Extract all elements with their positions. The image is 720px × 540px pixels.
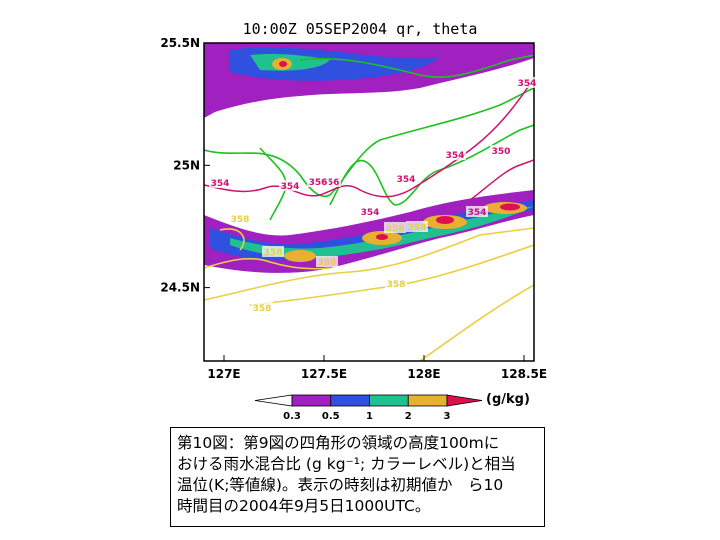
chart-plot: 127E 127.5E 128E 128.5E 25.5N 25N 24.5N 354 35… [160, 36, 547, 420]
yellow-contour-5 [219, 228, 245, 251]
rain-cell-max-2 [500, 203, 520, 211]
rain-band-lower-green [230, 206, 534, 258]
colorbar: 0.3 0.5 1 2 3 [254, 394, 483, 420]
contour-label: 354 [446, 151, 465, 161]
yellow-contour-1 [204, 257, 331, 270]
colorbar-label: 0.3 [283, 411, 301, 420]
contour-label-bg [251, 302, 273, 313]
rain-cell-1 [284, 250, 316, 262]
contour-label-bg [279, 180, 301, 191]
contour-label: 356 [309, 178, 328, 188]
contour-label: 356 [386, 224, 405, 234]
contour-label: 358 [318, 258, 337, 268]
green-contour-4 [299, 54, 534, 78]
rain-band-lower-blue [210, 200, 534, 261]
contour-label: 354 [397, 175, 416, 185]
rain-field [204, 43, 534, 361]
magenta-contour-2 [469, 159, 534, 201]
x-tick-label: 128E [407, 367, 440, 381]
caption-line-4: 時間目の2004年9月5日1000UTC。 [177, 497, 431, 515]
colorbar-label: 3 [444, 411, 451, 420]
magenta-contour-1 [204, 77, 534, 198]
colorbar-segment [369, 394, 409, 407]
x-tick-label: 127.5E [301, 367, 347, 381]
contour-label-bg [316, 256, 338, 267]
contour-label-bg [395, 173, 417, 184]
contour-label-bg [385, 278, 407, 289]
contour-label-bg [359, 206, 381, 217]
contour-label: 350 [492, 147, 511, 157]
colorbar-under-triangle [254, 394, 293, 407]
contour-label: 354 [281, 182, 300, 192]
contour-label: 356 [321, 178, 340, 188]
contour-label: 358 [253, 304, 272, 314]
contour-label: 358 [264, 248, 283, 258]
yellow-contour-2 [204, 227, 534, 301]
contour-label-bg [262, 246, 284, 257]
contour-label: 354 [211, 179, 230, 189]
contour-label: 354 [361, 208, 380, 218]
contour-label-bg [516, 77, 538, 88]
yellow-contour-4 [419, 284, 534, 361]
x-axis: 127E 127.5E 128E 128.5E [207, 355, 547, 381]
y-tick-label: 24.5N [160, 281, 200, 295]
y-tick-label: 25.5N [160, 36, 200, 50]
contour-label: 354 [518, 79, 537, 89]
caption-line-3: 温位(K;等値線)。表示の時刻は初期値か ら10 [177, 476, 504, 494]
colorbar-label: 1 [366, 411, 373, 420]
y-tick-label: 25N [173, 158, 200, 172]
green-contour-3 [329, 124, 534, 206]
contour-label: 358 [231, 215, 250, 225]
y-axis: 25.5N 25N 24.5N [160, 36, 210, 295]
contour-label-bg [307, 176, 329, 187]
colorbar-segment [291, 394, 332, 407]
colorbar-label: 0.5 [322, 411, 340, 420]
contour-label: 358 [387, 280, 406, 290]
colorbar-label: 2 [405, 411, 412, 420]
rain-cell-upper-max [279, 61, 287, 67]
rain-band-lower [204, 190, 534, 273]
rain-cell-max-3 [376, 234, 388, 240]
contour-label-bg [490, 145, 512, 156]
contour-label-bg [384, 222, 406, 233]
colorbar-segment [407, 394, 448, 407]
contour-label: 358 [408, 223, 427, 233]
contour-label-bg [406, 221, 428, 232]
rain-cell-max-1 [436, 216, 454, 224]
x-tick-label: 128.5E [501, 367, 547, 381]
caption-line-2: おける雨水混合比 (g kg⁻¹; カラーレベル)と相当 [177, 455, 516, 473]
magenta-contours [204, 77, 534, 201]
contour-label-bg [319, 176, 341, 187]
x-tick-label: 127E [207, 367, 240, 381]
figure-caption: 第10図：第9図の四角形の領域の高度100mに おける雨水混合比 (g kg⁻¹… [170, 427, 545, 527]
contour-label: 354 [468, 208, 487, 218]
contour-label-bg [466, 206, 488, 217]
green-contour-1 [204, 87, 534, 197]
contour-label-bg [444, 149, 466, 160]
chart-title: 10:00Z 05SEP2004 qr, theta [242, 20, 478, 38]
colorbar-over-triangle [446, 394, 483, 407]
caption-line-1: 第10図：第9図の四角形の領域の高度100mに [177, 434, 500, 452]
contour-label-bg [229, 213, 251, 224]
plot-frame [203, 42, 535, 362]
colorbar-unit: (g/kg) [486, 392, 530, 407]
colorbar-segment [330, 394, 370, 407]
contour-label-bg [209, 177, 231, 188]
